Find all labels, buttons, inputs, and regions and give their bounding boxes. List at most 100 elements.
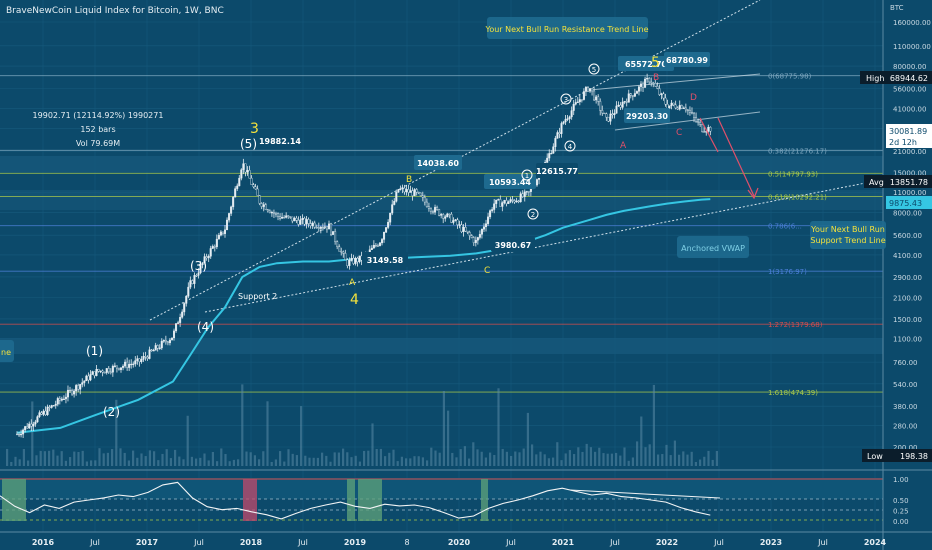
candle-body [476, 237, 479, 241]
candle-body [36, 416, 39, 423]
candle-body [103, 372, 106, 374]
candle-body [640, 83, 643, 87]
oscillator-zone-2019a [347, 479, 355, 521]
support-callout[interactable]: Your Next Bull Run Support Trend Line [810, 221, 886, 249]
oscillator-line [0, 481, 711, 520]
upper-channel-line [589, 73, 761, 91]
volume-bar [661, 454, 664, 466]
candle-body [635, 91, 638, 94]
candle-body [56, 398, 59, 405]
correction-B-2019: B [406, 175, 412, 185]
candle-body [256, 188, 259, 196]
candle-body [558, 132, 561, 134]
candle-body [525, 191, 528, 193]
volume-bar [367, 450, 370, 466]
volume-bar [165, 449, 168, 466]
candle-body [207, 256, 210, 259]
support-2-label: Support 2 [238, 292, 277, 301]
volume-bar [287, 449, 290, 466]
volume-bar [539, 451, 542, 466]
volume-bar [652, 384, 655, 466]
candle-body [458, 224, 461, 226]
candle-body [658, 88, 661, 95]
candle-body [18, 433, 21, 436]
candle-body [595, 96, 598, 101]
volume-bar [699, 459, 702, 466]
correction-B-2021: B [653, 73, 659, 83]
volume-bar [476, 449, 479, 466]
candle-body [660, 93, 663, 95]
fibonacci-levels: 0(68775.98) 0.382(21276.17) 0.5(14797.93) 0… [0, 73, 883, 397]
candle-body [629, 93, 632, 96]
volume-bar [547, 458, 550, 466]
volume-bar [505, 451, 508, 466]
volume-bar [182, 459, 185, 466]
left-edge-callout[interactable]: ne [0, 340, 14, 362]
volume-bar [644, 447, 647, 466]
svg-text:Low: Low [867, 452, 883, 461]
candle-body [240, 169, 243, 179]
x-tick-label: 2023 [760, 538, 782, 547]
wave-5-label: 5 [651, 55, 660, 71]
candle-body [342, 251, 345, 254]
candle-body [709, 126, 712, 132]
circled-1-label: 1 [521, 169, 533, 181]
candle-body [348, 260, 351, 266]
candle-body [552, 146, 555, 154]
correction-C-2022: C [676, 128, 682, 138]
svg-text:12615.77: 12615.77 [536, 167, 578, 176]
candle-body [393, 201, 396, 205]
candle-body [32, 423, 35, 427]
candle-body [646, 78, 649, 80]
volume-bar [426, 460, 429, 466]
fib-level-label: 0.618(10292.21) [768, 193, 827, 201]
volume-bar [371, 423, 374, 466]
candle-body [299, 219, 302, 225]
oscillator-tick-label: 0.50 [893, 497, 909, 505]
candle-body [319, 226, 322, 229]
x-tick-label: Jul [89, 538, 100, 547]
volume-bar [640, 416, 643, 466]
y-tick-label: 15000.00 [893, 169, 926, 177]
circled-4-label: 4 [564, 140, 576, 152]
candle-body [158, 347, 161, 349]
candle-body [678, 105, 681, 110]
correction-A-2021: A [620, 141, 627, 151]
candle-body [272, 212, 275, 214]
candle-body [670, 102, 673, 106]
candle-body [340, 251, 343, 253]
svg-text:Your Next Bull Run: Your Next Bull Run [810, 225, 885, 234]
vwap-callout[interactable]: Anchored VWAP [677, 236, 749, 258]
candle-body [517, 200, 520, 203]
candle-body [317, 227, 320, 229]
candle-body [209, 248, 212, 257]
candle-body [466, 230, 469, 233]
volume-bar [535, 454, 538, 466]
volume-bar [102, 453, 105, 466]
candle-body [627, 93, 630, 103]
candle-body [332, 231, 335, 235]
candle-body [480, 229, 483, 235]
candle-body [166, 341, 169, 344]
volume-bar [329, 461, 332, 466]
volume-bar [73, 451, 76, 466]
volume-bar [186, 415, 189, 466]
volume-bar [400, 456, 403, 466]
x-tick-label: 2022 [656, 538, 678, 547]
candle-body [487, 216, 490, 224]
candle-body [48, 406, 51, 408]
volume-bar [358, 461, 361, 466]
volume-bar [409, 458, 412, 466]
volume-bar [312, 457, 315, 466]
resistance-callout[interactable]: Your Next Bull Run Resistance Trend Line [485, 17, 649, 39]
fib-level-label: 0(68775.98) [768, 73, 812, 81]
candle-body [315, 226, 318, 229]
time-axis: 2016 Jul 2017 Jul 2018 Jul 2019 8 2020 Jul 2021 Jul… [32, 538, 887, 547]
candle-body [584, 86, 587, 92]
volume-bar [648, 444, 651, 466]
volume-bar [707, 450, 710, 466]
wave-sub-1-label: (1) [86, 344, 103, 358]
candle-body [429, 208, 432, 212]
candle-body [654, 83, 657, 87]
candle-body [328, 223, 331, 230]
